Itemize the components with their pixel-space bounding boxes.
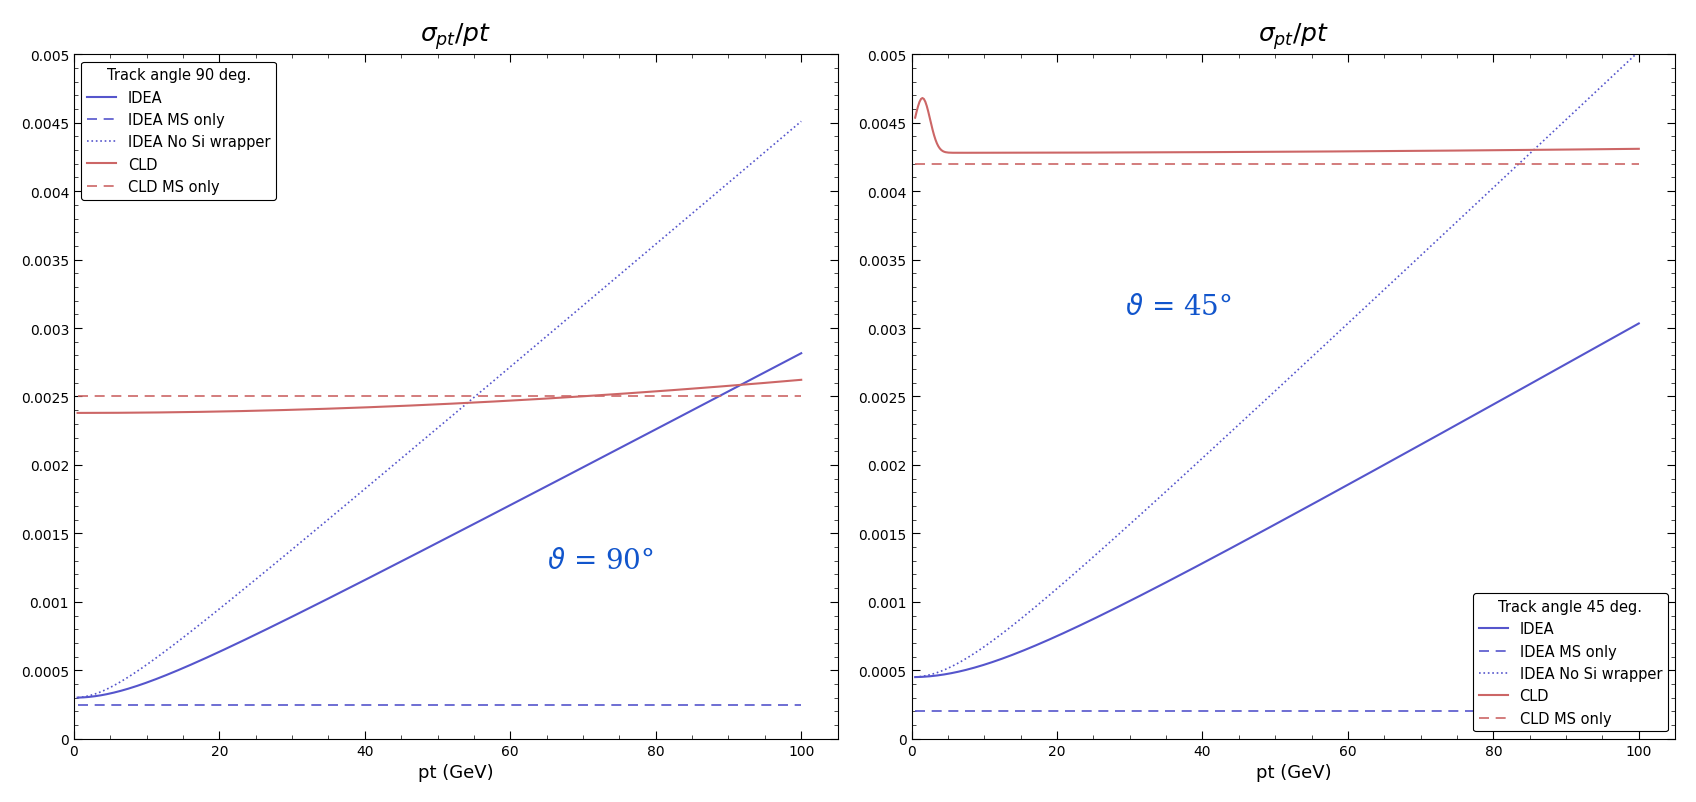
IDEA MS only [660,700,680,710]
CLD MS only [660,392,680,402]
IDEA No Si wrapper [1248,402,1269,411]
IDEA [1253,526,1274,536]
IDEA [410,547,431,557]
CLD MS only [1336,160,1357,169]
IDEA No Si wrapper [773,132,794,142]
CLD MS only [68,392,88,402]
CLD [790,375,811,385]
IDEA MS only [1611,707,1632,716]
CLD [906,114,926,124]
CLD MS only [906,160,926,169]
Line: CLD: CLD [78,380,801,413]
CLD [1628,145,1649,155]
IDEA [68,693,88,703]
CLD [773,377,794,387]
IDEA [906,672,926,682]
IDEA No Si wrapper [460,397,480,407]
IDEA [790,349,811,358]
CLD MS only [1628,160,1649,169]
IDEA No Si wrapper [1336,321,1357,330]
CLD [948,149,968,159]
IDEA MS only [1336,707,1357,716]
CLD [1501,146,1521,156]
CLD MS only [773,392,794,402]
IDEA [660,417,680,427]
IDEA [1611,329,1632,338]
IDEA [1336,481,1357,491]
IDEA [1296,503,1316,512]
CLD [68,408,88,418]
IDEA [460,522,480,532]
CLD [1252,148,1272,157]
IDEA MS only [1296,707,1316,716]
IDEA No Si wrapper [1611,64,1632,74]
IDEA MS only [68,700,88,710]
IDEA MS only [906,707,926,716]
IDEA No Si wrapper [1498,170,1518,180]
IDEA No Si wrapper [499,364,519,374]
CLD MS only [460,392,480,402]
IDEA MS only [773,700,794,710]
IDEA No Si wrapper [410,437,431,447]
CLD MS only [1498,160,1518,169]
IDEA [773,358,794,367]
CLD MS only [1296,160,1316,169]
CLD [1299,148,1319,157]
CLD MS only [790,392,811,402]
CLD MS only [1253,160,1274,169]
IDEA MS only [499,700,519,710]
IDEA No Si wrapper [660,228,680,237]
IDEA No Si wrapper [1296,358,1316,367]
X-axis label: pt (GeV): pt (GeV) [417,764,494,781]
Line: IDEA No Si wrapper: IDEA No Si wrapper [916,52,1638,677]
CLD MS only [410,392,431,402]
IDEA MS only [460,700,480,710]
Legend: IDEA, IDEA MS only, IDEA No Si wrapper, CLD, CLD MS only: IDEA, IDEA MS only, IDEA No Si wrapper, … [1472,593,1667,731]
IDEA MS only [1498,707,1518,716]
CLD [1338,148,1358,157]
CLD MS only [1248,160,1269,169]
Line: IDEA: IDEA [916,324,1638,677]
CLD [410,401,431,411]
IDEA MS only [1253,707,1274,716]
IDEA MS only [410,700,431,710]
Title: $\sigma_{pt}/pt$: $\sigma_{pt}/pt$ [421,21,492,51]
Line: IDEA: IDEA [78,354,801,698]
IDEA No Si wrapper [790,117,811,127]
IDEA MS only [1628,707,1649,716]
CLD [1615,145,1635,155]
CLD [499,396,519,406]
CLD [1257,148,1277,157]
Line: IDEA No Si wrapper: IDEA No Si wrapper [78,122,801,698]
IDEA [1498,392,1518,402]
Text: $\vartheta$ = 90°: $\vartheta$ = 90° [548,547,655,574]
IDEA [1628,319,1649,329]
IDEA No Si wrapper [68,693,88,703]
CLD [660,386,680,395]
Title: $\sigma_{pt}/pt$: $\sigma_{pt}/pt$ [1258,21,1330,51]
IDEA MS only [790,700,811,710]
IDEA No Si wrapper [1628,47,1649,57]
CLD MS only [416,392,436,402]
IDEA [1248,529,1269,538]
IDEA No Si wrapper [416,434,436,444]
Line: CLD: CLD [916,99,1638,154]
IDEA [416,545,436,554]
X-axis label: pt (GeV): pt (GeV) [1255,764,1331,781]
IDEA No Si wrapper [906,672,926,682]
CLD MS only [1611,160,1632,169]
IDEA MS only [1248,707,1269,716]
CLD MS only [499,392,519,402]
IDEA No Si wrapper [1253,398,1274,407]
CLD [460,399,480,408]
IDEA [499,502,519,512]
IDEA MS only [416,700,436,710]
Legend: IDEA, IDEA MS only, IDEA No Si wrapper, CLD, CLD MS only: IDEA, IDEA MS only, IDEA No Si wrapper, … [81,63,276,200]
CLD [912,94,933,103]
CLD [416,400,436,410]
Text: $\vartheta$ = 45°: $\vartheta$ = 45° [1126,294,1231,321]
